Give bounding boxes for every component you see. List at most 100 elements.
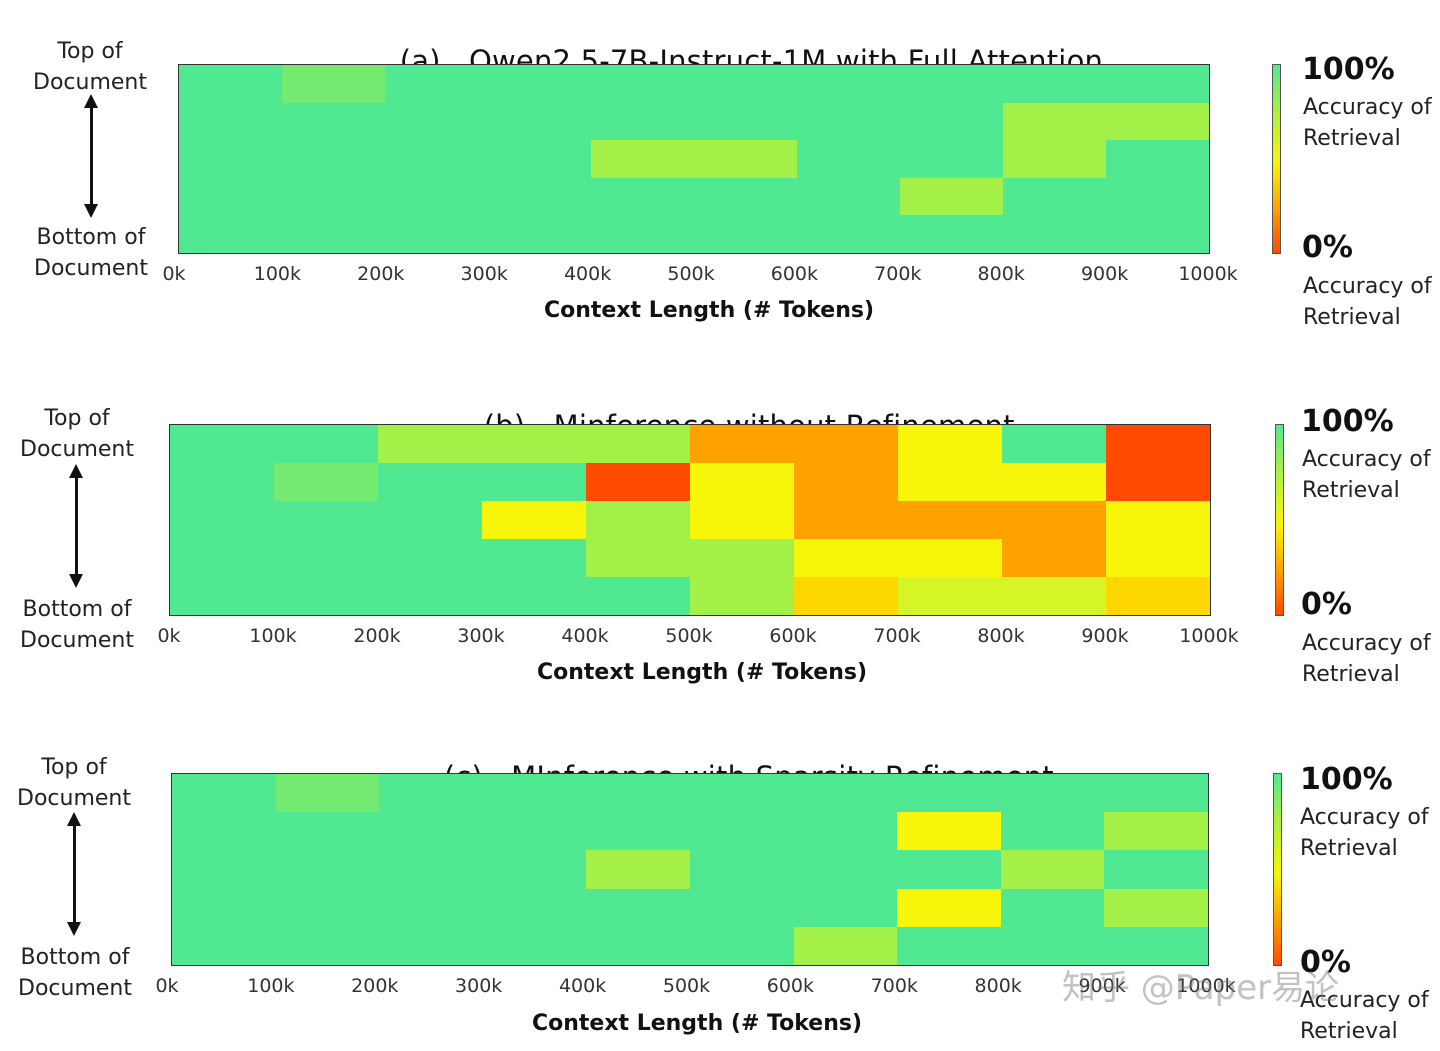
heatmap-cell xyxy=(385,215,489,253)
heatmap-cell xyxy=(274,425,379,464)
heatmap-cell xyxy=(898,463,1003,502)
x-tick-label: 100k xyxy=(247,975,295,997)
x-tick-label: 700k xyxy=(873,625,921,647)
heatmap-cell xyxy=(586,425,691,464)
heatmap-cell xyxy=(694,177,798,216)
heatmap-cell xyxy=(379,926,484,965)
heatmap-cell xyxy=(482,888,587,928)
heatmap-cell xyxy=(690,463,795,502)
heatmap-cell xyxy=(897,926,1002,965)
colorbar-min-label: 0% xyxy=(1300,945,1351,980)
x-tick-label: 700k xyxy=(870,975,918,997)
heatmap-cell xyxy=(586,577,691,615)
heatmap-cell xyxy=(275,926,380,965)
x-tick-label: 600k xyxy=(766,975,815,997)
heatmap-cell xyxy=(172,812,277,851)
heatmap-cell xyxy=(1106,140,1209,179)
heatmap-cell xyxy=(797,102,901,141)
x-tick-label: 300k xyxy=(457,625,505,647)
heatmap-cell xyxy=(1002,577,1107,615)
heatmap-cell xyxy=(1106,425,1210,464)
heatmap-cell xyxy=(1104,888,1208,928)
heatmap-cell xyxy=(1002,501,1107,540)
colorbar-max-label: 100% xyxy=(1301,404,1394,439)
x-axis-label: Context Length (# Tokens) xyxy=(536,660,868,685)
heatmap-cell xyxy=(1104,926,1208,965)
heatmap-cell xyxy=(379,888,484,928)
heatmap-cell xyxy=(591,65,695,104)
heatmap-cell xyxy=(170,539,275,578)
heatmap-cell xyxy=(1104,850,1208,890)
heatmap-cell xyxy=(586,463,691,502)
heatmap-cell xyxy=(1000,774,1105,813)
x-tick-label: 700k xyxy=(874,263,922,285)
colorbar-max-label: 100% xyxy=(1300,762,1393,797)
heatmap-grid xyxy=(178,64,1210,254)
colorbar-min-label: 0% xyxy=(1302,230,1353,265)
x-tick-label: 800k xyxy=(977,625,1025,647)
x-tick-label: 500k xyxy=(665,625,713,647)
heatmap-cell xyxy=(282,140,386,179)
heatmap-cell xyxy=(900,215,1004,253)
heatmap-cell xyxy=(586,774,691,813)
heatmap-cell xyxy=(794,463,899,502)
heatmap-cell xyxy=(900,177,1004,216)
heatmap-cell xyxy=(1106,102,1209,141)
heatmap-cell xyxy=(1003,140,1107,179)
heatmap-cell xyxy=(482,425,587,464)
heatmap-cell xyxy=(274,501,379,540)
heatmap-cell xyxy=(897,774,1002,813)
heatmap-cell xyxy=(690,812,795,851)
x-tick-label: 200k xyxy=(353,625,401,647)
colorbar-max-label: 100% xyxy=(1302,52,1395,87)
x-tick-label: 600k xyxy=(769,625,817,647)
y-label-bottom: Bottom of Document xyxy=(18,945,132,1001)
x-tick-label: 0k xyxy=(155,975,179,997)
heatmap-cell xyxy=(1106,463,1210,502)
heatmap-cell xyxy=(1106,539,1210,578)
heatmap-cell xyxy=(1106,501,1210,540)
heatmap-cell xyxy=(797,65,901,104)
y-label-bottom: Bottom of Document xyxy=(34,225,148,281)
x-tick-label: 200k xyxy=(357,263,405,285)
heatmap-cell xyxy=(1003,215,1107,253)
heatmap-grid xyxy=(171,773,1209,966)
heatmap-cell xyxy=(274,539,379,578)
heatmap-cell xyxy=(274,463,379,502)
heatmap-cell xyxy=(170,425,275,464)
x-tick-label: 300k xyxy=(455,975,503,997)
heatmap-cell xyxy=(690,850,795,890)
heatmap-cell xyxy=(488,177,592,216)
heatmap-cell xyxy=(385,102,489,141)
heatmap-cell xyxy=(482,926,587,965)
x-tick-label: 100k xyxy=(253,263,302,285)
heatmap-cell xyxy=(282,102,386,141)
heatmap-cell xyxy=(1106,215,1209,253)
colorbar xyxy=(1272,64,1281,254)
heatmap-cell xyxy=(694,65,798,104)
heatmap-cell xyxy=(586,888,691,928)
depth-arrow-icon xyxy=(69,464,83,588)
heatmap-cell xyxy=(282,177,386,216)
heatmap-cell xyxy=(172,888,277,928)
heatmap-cell xyxy=(170,501,275,540)
heatmap-cell xyxy=(694,140,798,179)
heatmap-cell xyxy=(797,140,901,179)
heatmap-cell xyxy=(378,463,483,502)
heatmap-cell xyxy=(179,215,283,253)
heatmap-cell xyxy=(897,888,1002,928)
heatmap-cell xyxy=(793,812,898,851)
heatmap-cell xyxy=(900,140,1004,179)
colorbar-max-caption: Accuracy of Retrieval xyxy=(1303,95,1432,151)
x-axis-label: Context Length (# Tokens) xyxy=(543,298,875,323)
heatmap-cell xyxy=(591,102,695,141)
x-tick-label: 900k xyxy=(1080,263,1129,285)
x-tick-label: 900k xyxy=(1081,625,1129,647)
heatmap-cell xyxy=(1000,926,1105,965)
heatmap-cell xyxy=(275,850,380,890)
heatmap-cell xyxy=(898,577,1003,615)
heatmap-cell xyxy=(1002,539,1107,578)
colorbar-min-caption: Accuracy of Retrieval xyxy=(1302,631,1431,687)
heatmap-cell xyxy=(482,501,587,540)
x-tick-label: 500k xyxy=(667,263,715,285)
